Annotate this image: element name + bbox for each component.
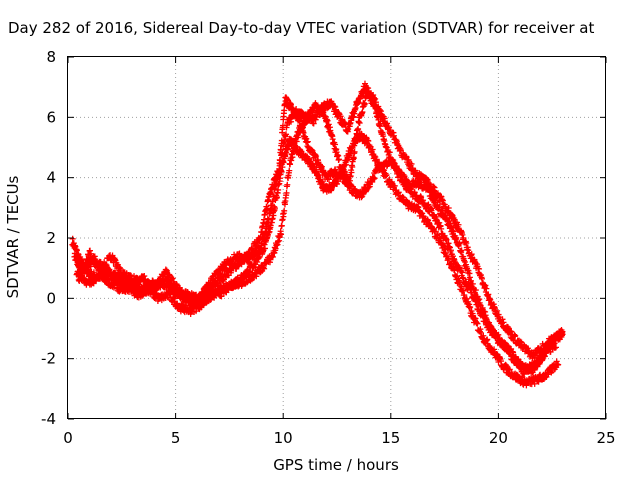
chart-title: Day 282 of 2016, Sidereal Day-to-day VTE…	[8, 19, 594, 37]
x-axis-label: GPS time / hours	[273, 456, 399, 474]
y-tick-label: 8	[46, 48, 56, 66]
series-track	[75, 89, 560, 378]
x-tick-label: 0	[63, 429, 73, 447]
x-axis: 0 5 10 15 20 25	[63, 57, 616, 447]
series-track	[71, 130, 562, 389]
x-tick-label: 10	[274, 429, 293, 447]
data-points	[69, 80, 566, 389]
y-axis-label: SDTVAR / TECUs	[4, 175, 22, 298]
data-point-markers	[69, 94, 566, 377]
data-point-markers	[73, 80, 566, 362]
y-axis: -4 -2 0 2 4 6 8	[41, 48, 606, 428]
x-tick-label: 20	[489, 429, 508, 447]
series-track	[69, 94, 566, 377]
x-tick-label: 15	[381, 429, 400, 447]
data-point-markers	[75, 89, 560, 378]
y-tick-label: -4	[41, 410, 56, 428]
series-track	[73, 80, 566, 362]
y-tick-label: -2	[41, 350, 56, 368]
y-tick-label: 2	[46, 229, 56, 247]
y-tick-label: 4	[46, 169, 56, 187]
data-point-markers	[71, 130, 562, 389]
y-tick-label: 0	[46, 289, 56, 307]
x-tick-label: 25	[596, 429, 615, 447]
x-tick-label: 5	[171, 429, 181, 447]
y-tick-label: 6	[46, 108, 56, 126]
